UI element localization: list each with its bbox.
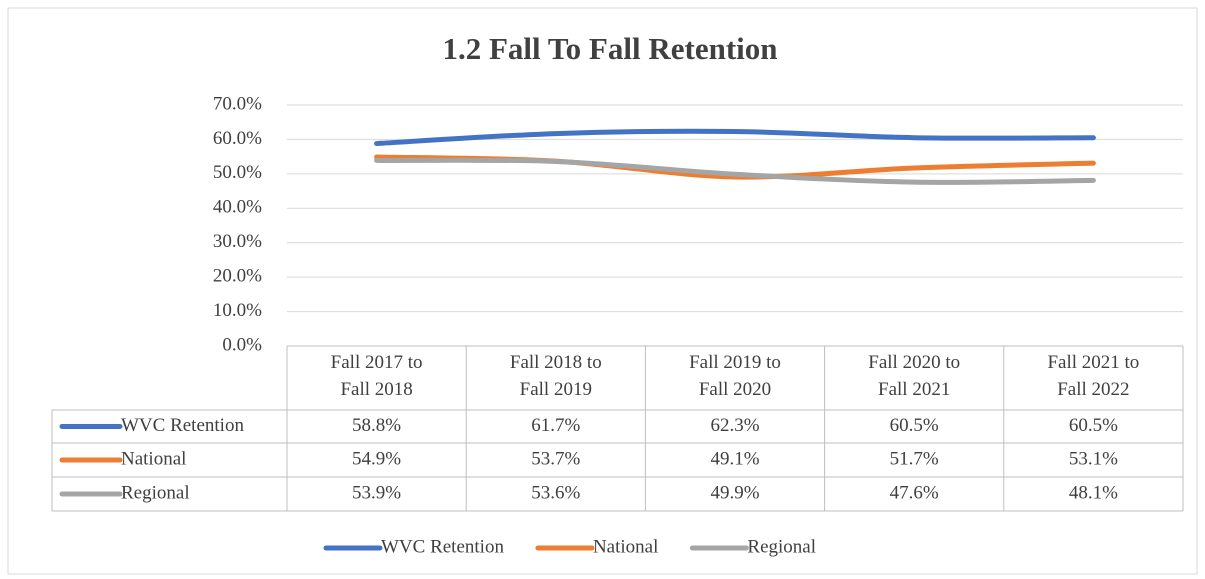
table-value: 47.6%: [890, 482, 939, 503]
table-value: 53.9%: [352, 482, 401, 503]
table-value: 54.9%: [352, 448, 401, 469]
y-tick-label: 30.0%: [213, 231, 262, 252]
y-tick-label: 20.0%: [213, 266, 262, 287]
x-tick-label: Fall 2017 to Fall 2018: [331, 352, 423, 400]
chart-border: [7, 7, 1198, 575]
y-tick-label: 60.0%: [213, 128, 262, 149]
table-value: 53.7%: [531, 448, 580, 469]
table-value: 61.7%: [531, 415, 580, 436]
table-value: 49.9%: [710, 482, 759, 503]
legend-label: Regional: [747, 536, 816, 557]
row-label: Regional: [121, 482, 190, 503]
table-value: 51.7%: [890, 448, 939, 469]
table-value: 48.1%: [1069, 482, 1118, 503]
legend-label: National: [593, 536, 658, 557]
x-tick-label: Fall 2021 to Fall 2022: [1047, 352, 1139, 400]
y-tick-label: 50.0%: [213, 162, 262, 183]
table-value: 58.8%: [352, 415, 401, 436]
table-value: 60.5%: [1069, 415, 1118, 436]
y-tick-label: 40.0%: [213, 197, 262, 218]
y-tick-label: 0.0%: [222, 334, 262, 355]
x-tick-label: Fall 2018 to Fall 2019: [510, 352, 602, 400]
table-value: 49.1%: [710, 448, 759, 469]
y-tick-label: 10.0%: [213, 300, 262, 321]
x-tick-label: Fall 2020 to Fall 2021: [868, 352, 960, 400]
table-value: 53.6%: [531, 482, 580, 503]
x-tick-label: Fall 2019 to Fall 2020: [689, 352, 781, 400]
chart-title: 1.2 Fall To Fall Retention: [443, 31, 778, 66]
table-value: 60.5%: [890, 415, 939, 436]
row-label: National: [121, 448, 186, 469]
line: [374, 128, 1096, 147]
y-tick-label: 70.0%: [213, 93, 262, 114]
line: [374, 157, 1096, 185]
table-value: 53.1%: [1069, 448, 1118, 469]
legend-label: WVC Retention: [381, 536, 504, 557]
table-value: 62.3%: [710, 415, 759, 436]
row-label: WVC Retention: [121, 415, 244, 436]
